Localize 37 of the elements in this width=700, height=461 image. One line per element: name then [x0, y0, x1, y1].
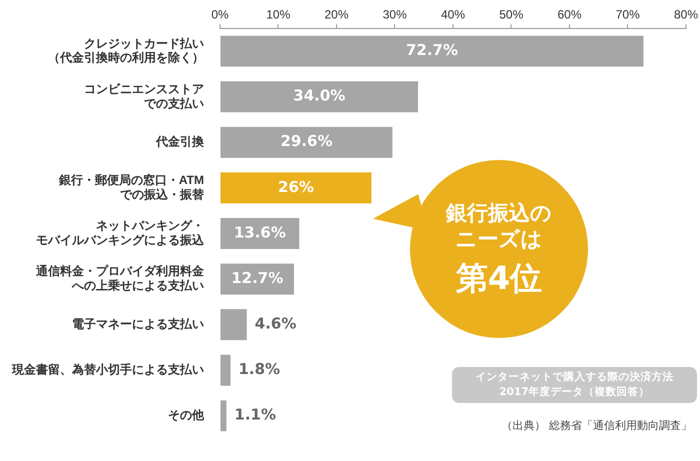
data-label: 1.1% [234, 406, 276, 424]
data-label: 4.6% [254, 314, 296, 333]
data-label: 1.8% [238, 360, 280, 378]
bar [220, 81, 418, 112]
x-tick-label: 80% [674, 8, 698, 22]
bar [220, 172, 372, 204]
annotation: 第4位 [456, 258, 542, 298]
x-tick-label: 50% [499, 8, 524, 22]
x-tick-label: 30% [382, 8, 408, 22]
x-tick-label: 0% [211, 8, 229, 22]
data-label: 26% [278, 178, 314, 196]
data-label: 34.0% [293, 86, 346, 105]
x-tick-label: 40% [440, 8, 466, 22]
bar [220, 36, 644, 67]
x-tick-label: 60% [557, 8, 582, 22]
y-tick-label: クレジットカード払い（代金引換時の利用を除く） [48, 36, 204, 65]
data-label: 12.7% [231, 268, 284, 287]
y-tick-label: 通信料金・プロバイダ利用料金への上乗せによる支払い [35, 264, 205, 293]
y-tick-label: 代金引換 [155, 134, 205, 149]
y-tick-label: その他 [168, 408, 205, 422]
y-tick-label: 電子マネーによる支払い [72, 316, 204, 331]
y-tick-label: 銀行・郵便局の窓口・ATMでの振込・振替 [58, 173, 205, 202]
annotation: （出典） 総務省「通信利用動向調査」 [502, 418, 692, 433]
y-tick-label: 現金書留、為替小切手による支払い [11, 362, 204, 377]
bar [220, 400, 226, 432]
annotation: 銀行振込のニーズは [444, 200, 553, 252]
y-tick-label: ネットバンキング・モバイルバンキングによる振込 [36, 218, 205, 248]
y-tick-label: コンビニエンスストアでの支払い [84, 82, 204, 110]
data-label: 13.6% [234, 223, 286, 242]
data-label: 72.7% [406, 41, 458, 60]
bar [220, 309, 247, 340]
x-tick-label: 70% [616, 8, 640, 22]
bar [220, 126, 392, 158]
x-tick-label: 10% [266, 8, 291, 22]
x-tick-label: 20% [324, 8, 349, 22]
data-label: 29.6% [280, 132, 332, 150]
bar [220, 354, 230, 386]
